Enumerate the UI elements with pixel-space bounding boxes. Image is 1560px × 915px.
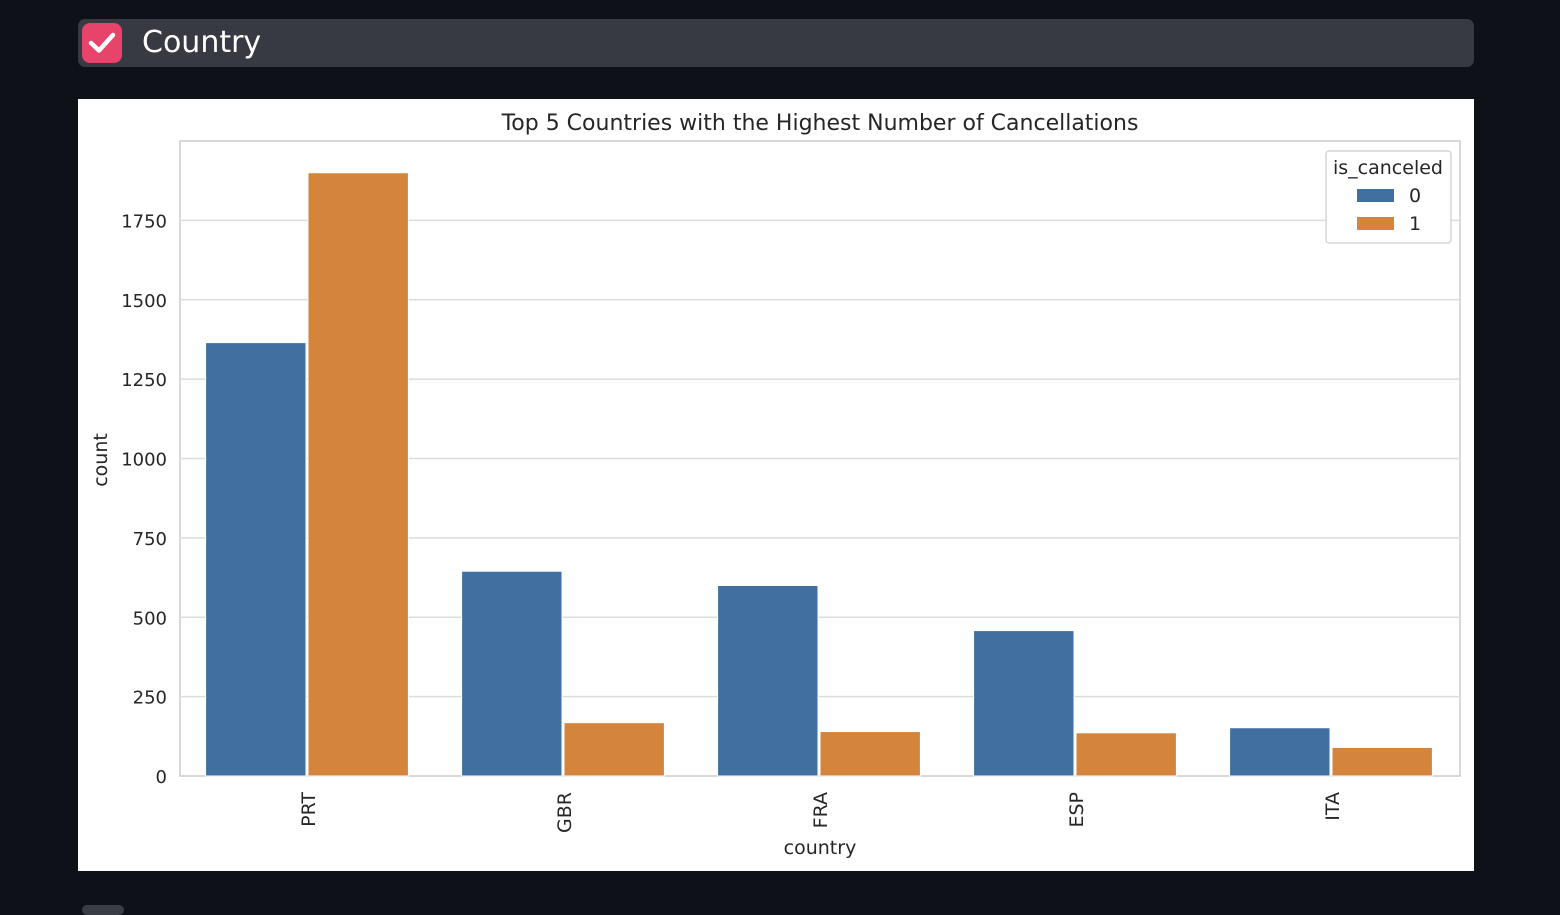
bar-chart: Top 5 Countries with the Highest Number …: [90, 111, 1461, 859]
bar-ita-series-1: [1331, 746, 1433, 777]
bar-gbr-series-0: [461, 570, 563, 777]
y-tick-label: 1000: [121, 450, 167, 471]
section-checkbox[interactable]: [82, 23, 122, 63]
bars: [205, 172, 1433, 777]
y-tick-label: 250: [133, 688, 167, 709]
y-tick-label: 1750: [121, 211, 167, 232]
y-tick-label: 1500: [121, 291, 167, 312]
bar-prt-series-1: [307, 172, 409, 777]
bar-fra-series-1: [819, 731, 921, 777]
x-tick-label: ESP: [1066, 792, 1088, 828]
legend-label: 1: [1409, 213, 1421, 235]
x-tick-label: ITA: [1322, 792, 1344, 821]
bar-prt-series-0: [205, 342, 307, 777]
bar-esp-series-1: [1075, 732, 1177, 777]
legend-label: 0: [1409, 185, 1421, 207]
chart-panel: Top 5 Countries with the Highest Number …: [78, 99, 1474, 871]
bar-ita-series-0: [1229, 727, 1331, 777]
legend-items: 01: [1357, 185, 1421, 235]
bar-esp-series-0: [973, 630, 1075, 777]
x-tick-labels: PRT GBR FRA ESP ITA: [298, 792, 1344, 833]
legend-swatch: [1357, 189, 1394, 202]
chart-title: Top 5 Countries with the Highest Number …: [501, 111, 1139, 136]
y-tick-labels: 0 250 500 750 1000 1250 1500 1750: [121, 211, 167, 788]
y-tick-label: 500: [133, 608, 167, 629]
checkmark-icon: [88, 32, 116, 53]
bar-gbr-series-1: [563, 722, 665, 777]
y-tick-label: 1250: [121, 370, 167, 391]
y-tick-label: 750: [133, 529, 167, 550]
section-header: Country: [78, 19, 1474, 67]
next-section-checkbox[interactable]: [82, 905, 124, 915]
bar-fra-series-0: [717, 585, 819, 777]
x-tick-label: PRT: [298, 792, 320, 827]
legend-title: is_canceled: [1333, 157, 1443, 179]
legend: is_canceled 01: [1325, 150, 1452, 244]
y-tick-label: 0: [156, 767, 167, 788]
y-axis-label: count: [90, 433, 112, 487]
section-title: Country: [142, 25, 262, 60]
x-axis-label: country: [784, 837, 857, 859]
x-tick-label: GBR: [554, 792, 576, 833]
legend-swatch: [1357, 217, 1394, 230]
x-tick-label: FRA: [810, 792, 832, 828]
